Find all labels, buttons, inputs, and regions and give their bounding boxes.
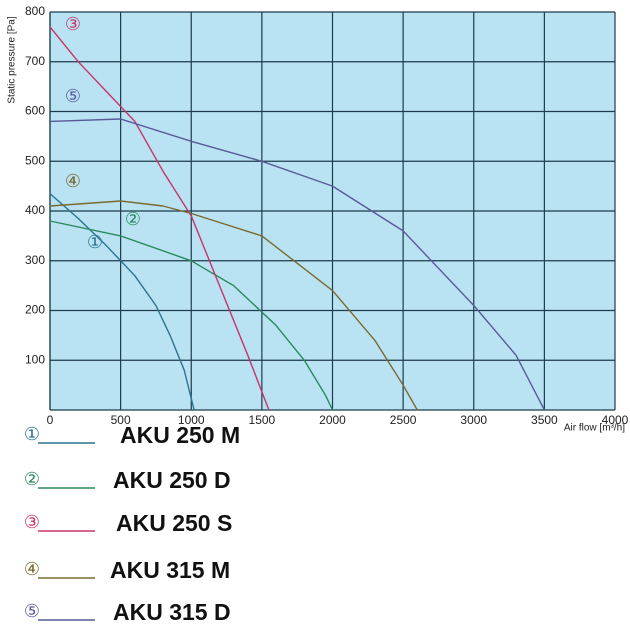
series-line bbox=[49, 220, 334, 411]
legend-symbol: ⑤ bbox=[24, 601, 40, 621]
x-tick-label: 3500 bbox=[531, 413, 558, 427]
y-tick-label: 800 bbox=[25, 4, 45, 18]
curve-label: ③ bbox=[65, 14, 81, 34]
y-tick-label: 300 bbox=[25, 253, 45, 267]
x-tick-label: 3000 bbox=[460, 413, 487, 427]
series-line bbox=[49, 118, 546, 411]
curve-label: ④ bbox=[65, 171, 81, 191]
x-tick-label: 2500 bbox=[390, 413, 417, 427]
x-tick-label: 4000 bbox=[602, 413, 629, 427]
legend-symbol: ③ bbox=[24, 512, 40, 532]
x-tick-label: 0 bbox=[47, 413, 54, 427]
legend-label: AKU 250 D bbox=[113, 467, 231, 493]
x-tick-label: 1500 bbox=[249, 413, 276, 427]
series-line bbox=[49, 193, 195, 411]
curve-label: ⑤ bbox=[65, 86, 81, 106]
legend-symbol: ② bbox=[24, 469, 40, 489]
series-line bbox=[49, 26, 270, 411]
curve-label: ① bbox=[87, 232, 103, 252]
x-tick-label: 1000 bbox=[178, 413, 205, 427]
series-line bbox=[49, 200, 418, 411]
y-axis-label: Static pressure [Pa] bbox=[7, 16, 18, 103]
x-axis-label: Air flow [m³/h] bbox=[564, 423, 625, 434]
legend-label: AKU 250 M bbox=[120, 422, 240, 448]
legend-symbol: ④ bbox=[24, 559, 40, 579]
legend-label: AKU 315 D bbox=[113, 599, 231, 625]
legend-label: AKU 250 S bbox=[116, 510, 232, 536]
legend-symbol: ① bbox=[24, 424, 40, 444]
y-tick-label: 600 bbox=[25, 104, 45, 118]
y-tick-label: 100 bbox=[25, 352, 45, 366]
x-tick-label: 500 bbox=[111, 413, 131, 427]
y-tick-label: 200 bbox=[25, 303, 45, 317]
y-tick-label: 500 bbox=[25, 153, 45, 167]
y-tick-label: 400 bbox=[25, 203, 45, 217]
x-tick-label: 2000 bbox=[319, 413, 346, 427]
legend-label: AKU 315 M bbox=[110, 557, 230, 583]
curve-label: ② bbox=[125, 209, 141, 229]
y-tick-label: 700 bbox=[25, 54, 45, 68]
